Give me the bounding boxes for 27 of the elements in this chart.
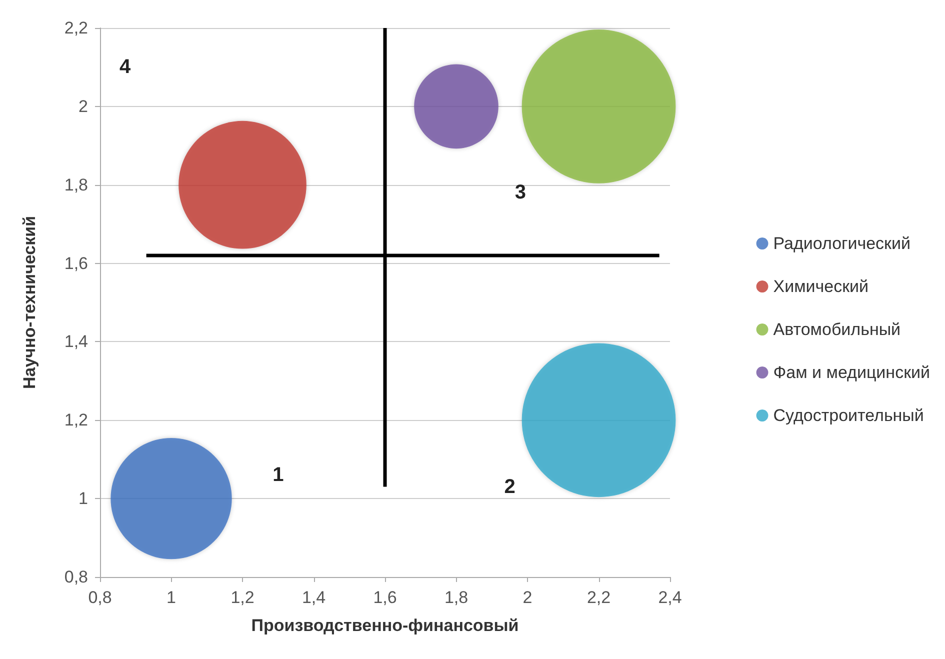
y-tick-label: 1,2	[64, 410, 88, 430]
y-tick-label: 1,4	[64, 332, 88, 352]
x-tick-label: 1,2	[230, 588, 254, 607]
x-tick-label: 2	[522, 588, 532, 607]
x-tick-label: 1,8	[444, 588, 468, 607]
y-tick-label: 2,2	[64, 18, 88, 38]
y-tick-label: 0,8	[64, 568, 88, 586]
legend-label: Химический	[773, 277, 869, 296]
y-tick-label: 1,6	[64, 254, 88, 273]
x-tick-label: 1,4	[302, 588, 326, 607]
x-tick-label: 2,2	[586, 588, 611, 607]
annotation: 4	[120, 56, 132, 78]
annotation: 3	[514, 182, 526, 204]
y-tick-label: 1	[78, 489, 88, 508]
x-tick-label: 2,4	[658, 588, 682, 607]
legend-label: Радиологический	[773, 234, 910, 253]
x-axis-title: Производственно-финансовый	[251, 616, 519, 635]
annotation: 2	[504, 476, 516, 498]
legend-label: Фам и медицинский	[773, 363, 930, 382]
annotation: 1	[272, 464, 284, 486]
y-axis-title: Научно-технический	[20, 216, 39, 390]
legend-label: Судостроительный	[773, 406, 924, 425]
x-tick-label: 1,6	[373, 588, 397, 607]
y-tick-label: 1,8	[64, 175, 88, 194]
x-tick-label: 1	[166, 588, 176, 607]
legend-label: Автомобильный	[773, 320, 901, 339]
y-tick-label: 2	[78, 96, 88, 116]
